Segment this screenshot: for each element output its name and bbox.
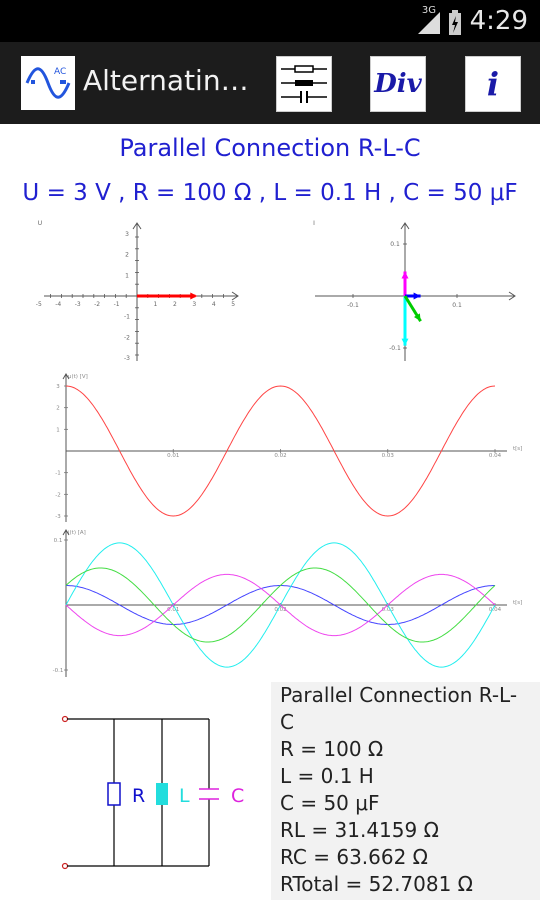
circuit-schematic: R L C	[61, 715, 244, 870]
div-button-label: Div	[374, 69, 422, 99]
info-line: RC = 63.662 Ω	[280, 845, 428, 869]
resistor-current-phasor-arrow	[413, 292, 421, 300]
capacitor-label: C	[231, 785, 244, 807]
voltage-phasor-diagram: U -5 -4 -3 -2 -1 1 2 3 4 5 3 2 1 -1 -2 -3	[36, 220, 239, 362]
y-axis-arrow	[400, 222, 410, 230]
x-tick-label: -0.1	[347, 302, 359, 309]
terminal-top	[61, 715, 69, 723]
resistor-label: R	[132, 785, 145, 807]
info-line: RL = 31.4159 Ω	[280, 818, 439, 842]
inductor-symbol	[156, 783, 168, 805]
network-type: 3G	[421, 5, 436, 16]
series-line-2	[65, 573, 496, 637]
circuit-elements-icon	[281, 65, 327, 103]
y-tick-label: -2	[55, 492, 60, 498]
x-tick-label: 0.01	[167, 453, 179, 459]
x-tick-label: -4	[55, 301, 61, 308]
info-line: C	[280, 710, 294, 734]
info-line: C = 50 μF	[280, 791, 380, 815]
x-tick-label: 4	[212, 301, 216, 308]
signal-icon	[418, 12, 440, 34]
y-tick-label: -0.1	[389, 345, 401, 352]
action-bar: AC Alternatin… Div i	[0, 42, 540, 124]
resistor-symbol	[107, 782, 121, 806]
x-tick-label: 3	[192, 301, 196, 308]
y-tick-label: 2	[125, 252, 129, 259]
app-icon[interactable]: AC	[21, 56, 75, 110]
x-tick-label: -1	[114, 301, 120, 308]
series-line-3	[65, 567, 496, 643]
x-tick-label: 0.03	[382, 453, 395, 459]
battery-icon	[449, 10, 461, 35]
app-title: Alternatin…	[83, 64, 249, 97]
x-tick-label: -5	[36, 301, 42, 308]
y-axis-arrow	[62, 529, 70, 536]
results-panel: Parallel Connection R-L- C R = 100 Ω L =…	[271, 682, 540, 900]
current-time-chart: i(t) [A] t[s] 0.01 0.02 0.03 0.04 0.1 -0.1	[53, 529, 522, 677]
y-tick-label: -3	[55, 514, 61, 520]
x-tick-label: 0.04	[489, 453, 502, 459]
circuit-settings-button[interactable]	[276, 56, 332, 112]
y-tick-label: -1	[124, 314, 130, 321]
x-tick-label: 2	[173, 301, 177, 308]
current-phasor-diagram: I -0.1 0.1 0.1 -0.1	[313, 220, 516, 361]
info-line: R = 100 Ω	[280, 737, 384, 761]
y-tick-label: -0.1	[53, 668, 64, 674]
y-tick-label: 3	[125, 231, 129, 238]
axis-label: I	[313, 220, 315, 227]
info-button[interactable]: i	[465, 56, 521, 112]
circuit-title: Parallel Connection R-L-C	[119, 134, 421, 162]
x-axis-arrow	[231, 291, 239, 301]
y-tick-label: 2	[56, 406, 60, 412]
circuit-parameters: U = 3 V , R = 100 Ω , L = 0.1 H , C = 50…	[22, 180, 518, 206]
info-line: L = 0.1 H	[280, 764, 374, 788]
y-tick-label: 3	[56, 384, 60, 390]
x-tick-label: 1	[154, 301, 158, 308]
y-tick-label: 1	[56, 427, 60, 433]
x-axis-arrow	[508, 291, 516, 301]
y-tick-label: -1	[55, 471, 60, 477]
app-icon-label: AC	[54, 67, 66, 77]
x-tick-label: -2	[94, 301, 100, 308]
y-axis-arrow	[132, 222, 142, 230]
y-tick-label: -2	[124, 334, 130, 341]
inductor-current-phasor-arrow	[401, 338, 409, 346]
info-line: RTotal = 52.7081 Ω	[280, 872, 473, 896]
y-tick-label: -3	[124, 355, 130, 362]
y-tick-label: 1	[125, 272, 129, 279]
y-axis-label: i(t) [A]	[68, 530, 86, 536]
total-current-phasor-arrow	[413, 313, 421, 322]
x-axis-label: t[s]	[513, 446, 522, 452]
status-bar: 3G 4:29	[0, 0, 540, 42]
x-axis-label: t[s]	[513, 600, 522, 606]
axis-label: U	[38, 220, 42, 227]
sine-wave-icon: AC	[25, 67, 71, 99]
series-line-0	[65, 385, 496, 517]
x-tick-label: 0.02	[274, 453, 286, 459]
y-axis-arrow	[62, 373, 70, 380]
info-line: Parallel Connection R-L-	[280, 683, 518, 707]
x-tick-label: 0.03	[382, 607, 395, 613]
terminal-bottom	[61, 862, 69, 870]
x-tick-label: 5	[231, 301, 235, 308]
y-tick-label: 0.1	[390, 241, 400, 248]
clock: 4:29	[469, 6, 528, 36]
x-tick-label: 0.01	[167, 607, 179, 613]
x-tick-label: 0.02	[274, 607, 286, 613]
x-tick-label: 0.1	[452, 302, 462, 309]
div-button[interactable]: Div	[370, 56, 426, 112]
y-axis-label: u(t) [V]	[68, 374, 88, 380]
voltage-time-chart: u(t) [V] t[s] 0.01 0.02 0.03 0.04 3 2 1 -1 -2 -3	[55, 373, 522, 522]
inductor-label: L	[179, 785, 190, 807]
y-tick-label: 0.1	[54, 538, 63, 544]
capacitor-current-phasor-arrow	[401, 271, 409, 279]
info-icon: i	[486, 65, 500, 103]
x-tick-label: -3	[75, 301, 81, 308]
voltage-phasor-arrow	[190, 292, 198, 300]
x-tick-label: 0.04	[489, 607, 502, 613]
